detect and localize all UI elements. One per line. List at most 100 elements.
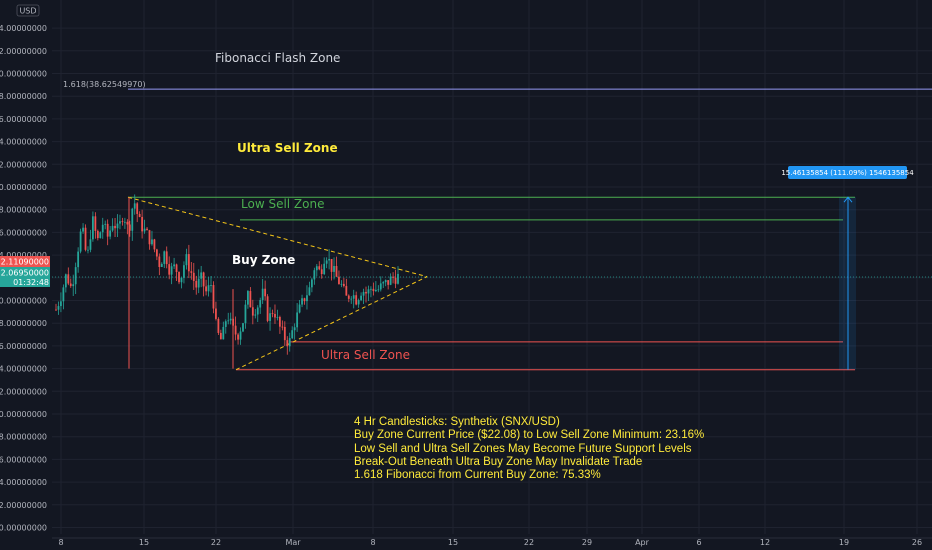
candle-body (207, 285, 210, 292)
candle-body (168, 264, 171, 275)
candle-body (133, 203, 136, 209)
y-tick-label: 42.00000000 (0, 47, 47, 56)
candle-body (89, 239, 92, 250)
candle-body (313, 270, 316, 280)
candle-body (261, 288, 264, 301)
candle-body (205, 286, 207, 292)
candle-body (301, 298, 303, 305)
candle-body (131, 208, 134, 231)
candle-body (146, 228, 148, 231)
candle-body (379, 283, 382, 290)
price-tag-upper: 22.11090000 (0, 256, 50, 267)
x-tick-label: 29 (582, 538, 592, 547)
trade-notes[interactable]: 4 Hr Candlesticks: Synthetix (SNX/USD) B… (354, 416, 704, 482)
candle-body (256, 307, 259, 315)
candle-body (384, 280, 387, 283)
ultra-sell-zone-top-label[interactable]: Ultra Sell Zone (237, 141, 338, 155)
triangle-lower-trendline[interactable] (235, 276, 428, 371)
y-tick-label: 36.00000000 (0, 115, 47, 124)
candle-body (296, 312, 299, 328)
candle-body (173, 264, 176, 267)
candle-body (357, 300, 360, 305)
fibonacci-flash-zone-label[interactable]: Fibonacci Flash Zone (215, 51, 340, 65)
candle-body (79, 231, 82, 252)
candle-body (114, 225, 116, 229)
candle-body (187, 254, 190, 272)
candle-body (355, 295, 358, 305)
candle-body (72, 284, 75, 287)
candle-body (352, 295, 355, 299)
y-tick-label: 18.00000000 (0, 319, 47, 328)
note-line-3: Low Sell and Ultra Sell Zones May Become… (354, 442, 692, 455)
candle-body (200, 272, 203, 279)
y-tick-label: 20.00000000 (0, 297, 47, 306)
candle-body (67, 274, 70, 284)
candle-body (202, 272, 205, 287)
candle-body (367, 289, 370, 294)
low-sell-zone-label[interactable]: Low Sell Zone (241, 197, 324, 211)
candle-body (126, 221, 129, 225)
candle-body (69, 283, 72, 287)
candle-body (278, 316, 281, 327)
candle-body (111, 225, 114, 231)
candle-body (227, 320, 230, 322)
candle-body (195, 280, 198, 288)
y-tick-label: 40.00000000 (0, 70, 47, 79)
y-tick-label: 30.00000000 (0, 183, 47, 192)
candle-body (254, 314, 257, 316)
candle-body (244, 304, 247, 324)
x-tick-label: 15 (139, 538, 149, 547)
candle-body (247, 291, 249, 305)
candle-body (123, 221, 126, 223)
candle-body (92, 216, 94, 240)
y-tick-label: 14.00000000 (0, 365, 47, 374)
candle-body (310, 279, 313, 288)
triangle-upper-trendline[interactable] (127, 196, 428, 278)
buy-zone-label[interactable]: Buy Zone (232, 253, 295, 267)
measure-label: 15.46135854 (111.09%) 1546135854 (781, 169, 914, 177)
candle-body (345, 286, 348, 296)
y-tick-label: 24.00000000 (0, 251, 47, 260)
candle-body (323, 263, 326, 275)
candle-body (106, 223, 109, 237)
candle-body (266, 296, 269, 321)
candle-body (303, 298, 306, 302)
candle-body (160, 263, 163, 268)
candle-body (183, 265, 185, 278)
candle-body (148, 230, 151, 245)
candle-body (185, 254, 188, 266)
candle-body (237, 334, 239, 340)
chart-grid (52, 0, 932, 539)
candle-body (308, 287, 311, 296)
price-tag-countdown: 01:32:48 (13, 278, 49, 287)
y-axis[interactable]: 44.00000000 42.00000000 40.00000000 38.0000… (0, 24, 47, 532)
candle-body (394, 277, 397, 284)
y-tick-label: 16.00000000 (0, 342, 47, 351)
candle-body (84, 227, 87, 250)
candle-body (288, 338, 291, 347)
candle-body (259, 300, 262, 308)
candle-body (330, 258, 333, 272)
x-axis[interactable]: 8 15 22 Mar 8 15 22 29 Apr 6 12 19 26 (58, 538, 922, 547)
y-tick-label: 38.00000000 (0, 92, 47, 101)
candle-body (210, 285, 212, 286)
candle-body (328, 258, 331, 261)
candle-body (138, 213, 141, 217)
x-tick-label: Apr (635, 538, 650, 547)
x-tick-label: 12 (760, 538, 770, 547)
ultra-sell-zone-bottom-label[interactable]: Ultra Sell Zone (321, 348, 410, 362)
candle-body (387, 280, 390, 285)
y-tick-label: 2.00000000 (0, 501, 47, 510)
candle-body (178, 271, 180, 283)
candlesticks (55, 194, 399, 369)
candle-body (109, 230, 112, 237)
candle-body (325, 260, 328, 264)
candle-body (350, 298, 353, 300)
x-tick-label: 26 (912, 538, 922, 547)
candle-body (291, 330, 294, 339)
candle-body (82, 227, 84, 232)
candle-body (101, 224, 104, 233)
currency-badge: USD (16, 4, 40, 17)
